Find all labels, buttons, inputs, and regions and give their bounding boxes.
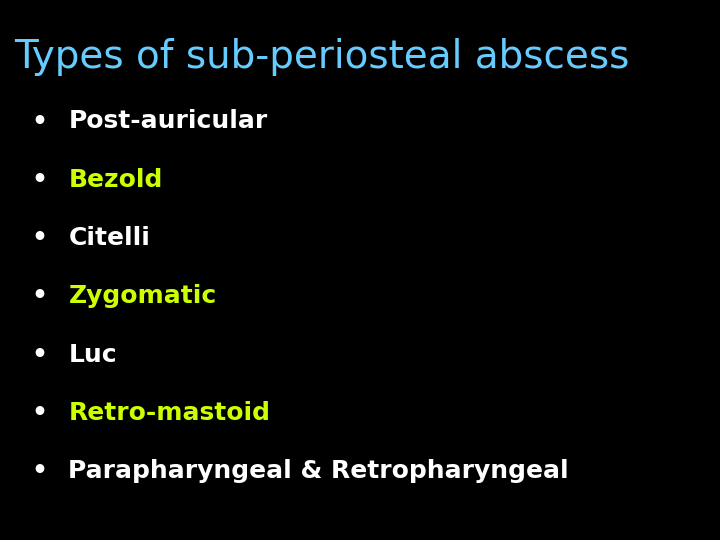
Text: Retro-mastoid: Retro-mastoid [68,401,271,425]
Text: Types of sub-periosteal abscess: Types of sub-periosteal abscess [14,38,630,76]
Text: Luc: Luc [68,343,117,367]
Text: •: • [32,343,48,367]
Text: Citelli: Citelli [68,226,150,250]
Text: •: • [32,285,48,308]
Text: Bezold: Bezold [68,168,163,192]
Text: •: • [32,168,48,192]
Text: Parapharyngeal & Retropharyngeal: Parapharyngeal & Retropharyngeal [68,460,569,483]
Text: •: • [32,226,48,250]
Text: •: • [32,401,48,425]
Text: •: • [32,460,48,483]
Text: Zygomatic: Zygomatic [68,285,217,308]
Text: •: • [32,110,48,133]
Text: Post-auricular: Post-auricular [68,110,268,133]
